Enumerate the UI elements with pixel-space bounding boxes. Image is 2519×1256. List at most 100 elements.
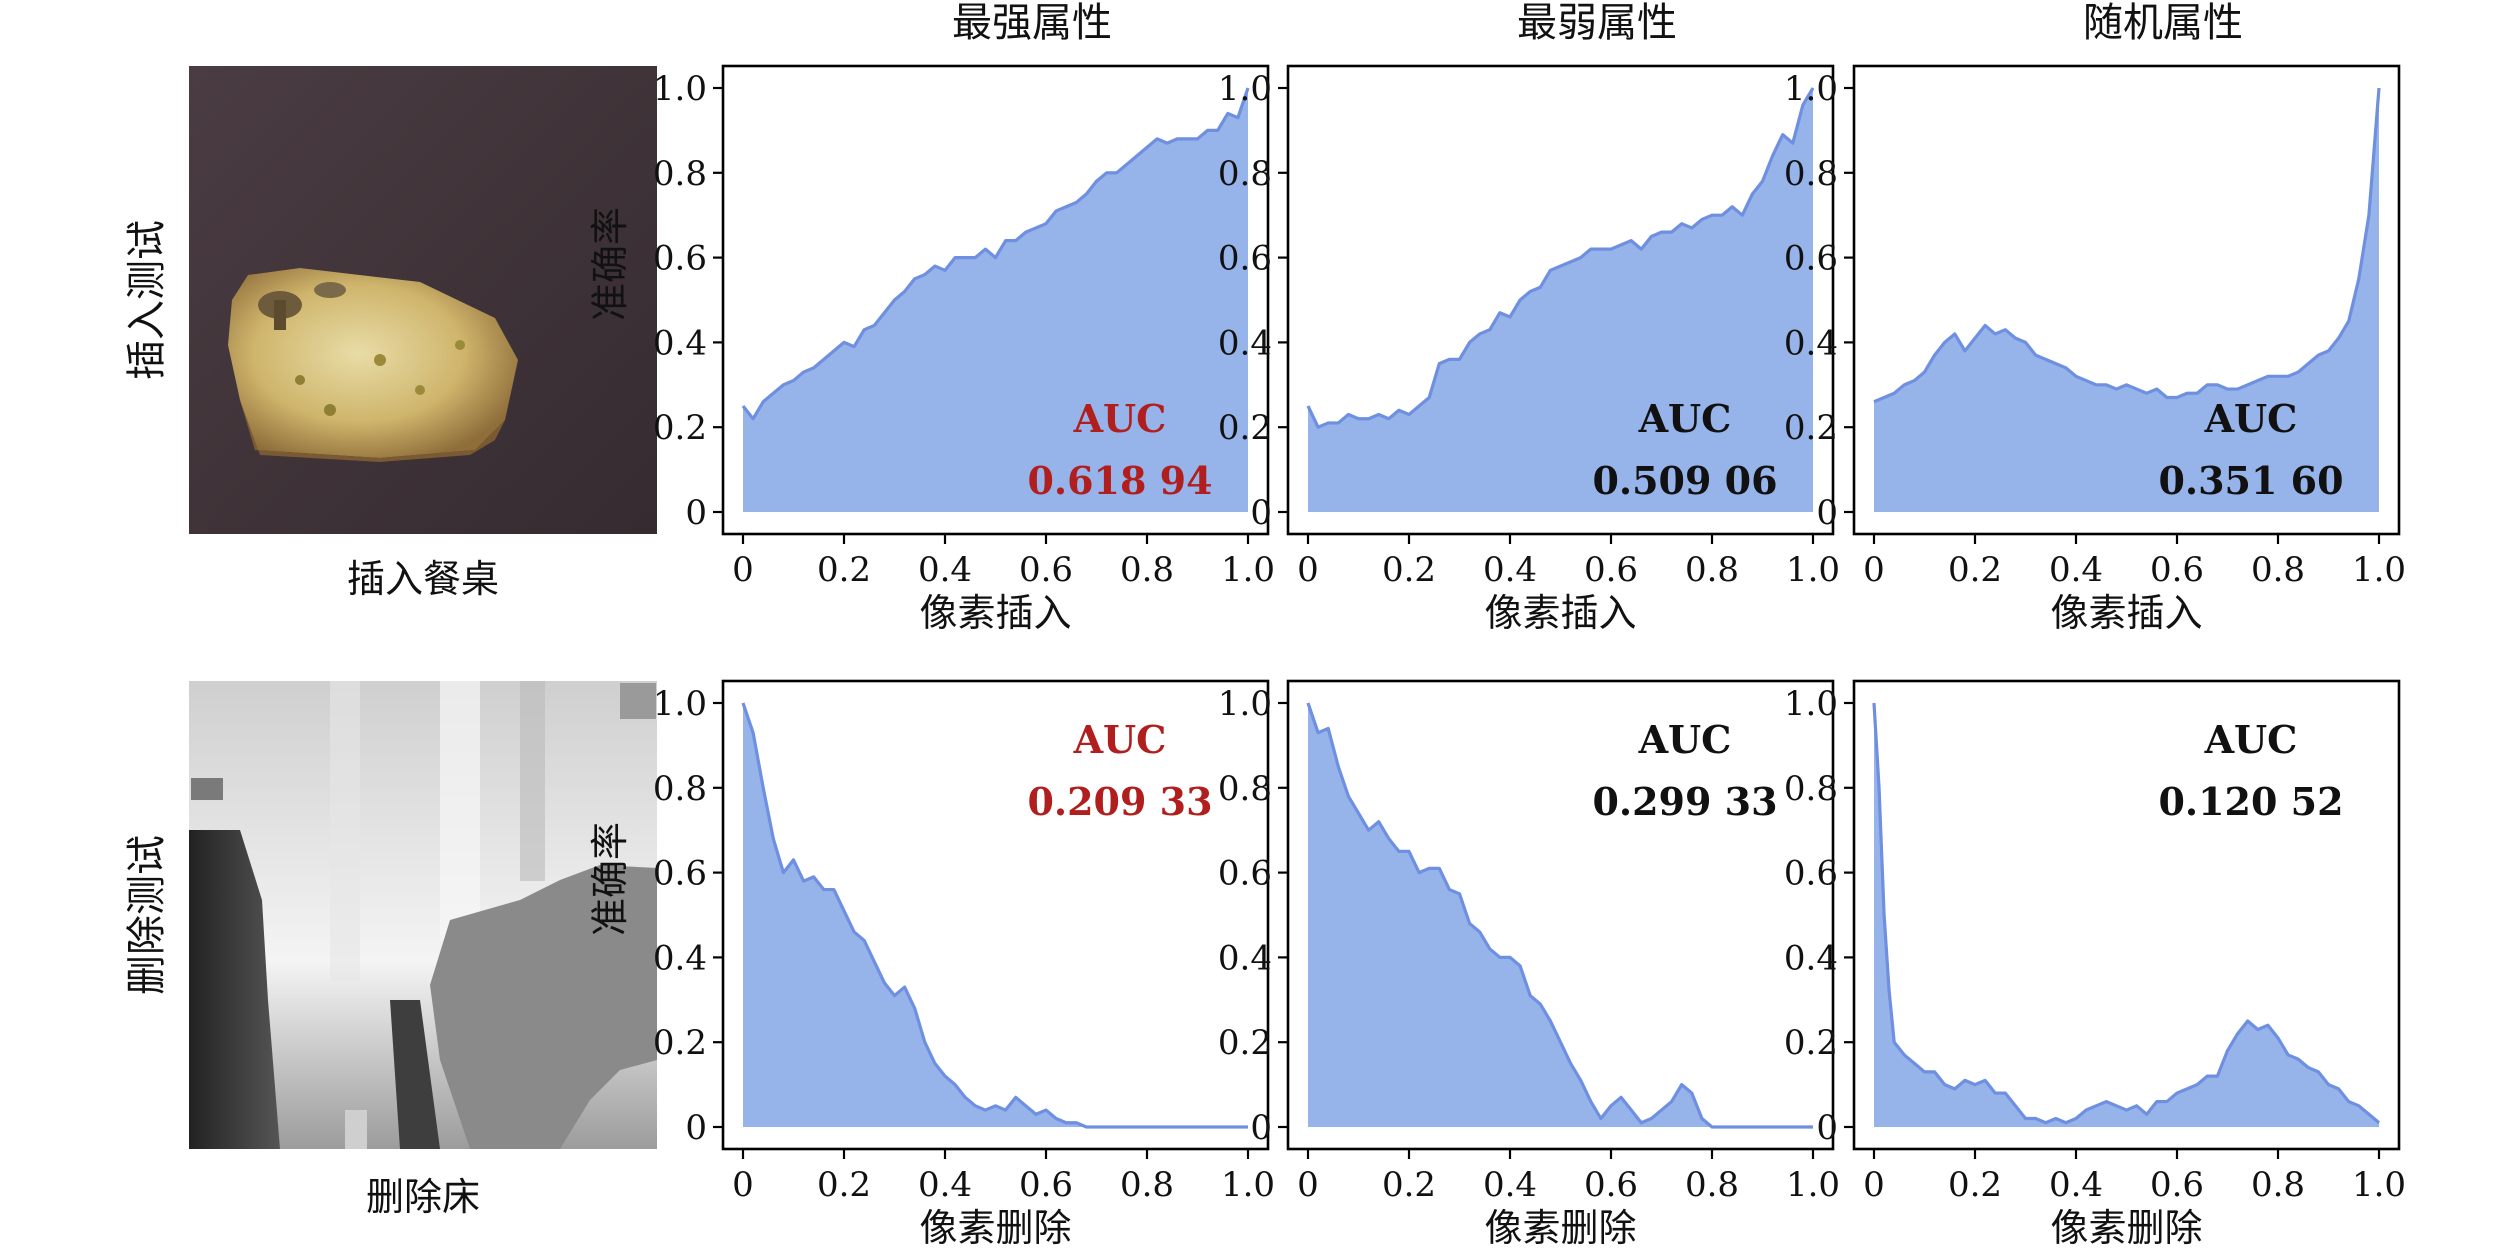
accuracy-curve: [1306, 87, 1815, 429]
y-tick-label: 0.8: [653, 769, 707, 809]
x-tick-label: 0.2: [1948, 550, 2002, 590]
x-tick-label: 0.2: [817, 550, 871, 590]
x-tick-label: 1.0: [1786, 1165, 1840, 1205]
auc-value: 0.509 06: [1592, 458, 1777, 503]
auc-title: AUC: [2204, 396, 2298, 441]
x-axis-label: 像素插入: [2050, 591, 2202, 635]
bed-depth-image: [189, 681, 657, 1149]
x-tick-label: 0: [1297, 550, 1319, 590]
x-tick-label: 0.6: [1019, 1165, 1073, 1205]
y-tick-label: 0.8: [1218, 769, 1272, 809]
axes-frame: [1852, 679, 2401, 1151]
x-tick-label: 0.4: [918, 550, 972, 590]
y-tick-label: 0.8: [1784, 769, 1838, 809]
accuracy-area: [1308, 88, 1813, 512]
x-tick-label: 0.8: [1120, 550, 1174, 590]
x-axis-label: 像素删除: [2050, 1206, 2202, 1250]
y-tick-label: 0: [685, 1108, 707, 1148]
x-tick-label: 1.0: [2352, 1165, 2406, 1205]
x-axis-label: 像素插入: [1484, 591, 1636, 635]
axes-frame: [1286, 679, 1835, 1151]
y-axis-label: 准确率: [588, 207, 632, 321]
y-tick-label: 0.4: [653, 323, 707, 363]
dining-table-image: [189, 66, 657, 534]
accuracy-curve: [1873, 87, 2381, 404]
y-tick-label: 0: [1816, 493, 1838, 533]
y-tick-label: 1.0: [653, 69, 707, 109]
auc-value: 0.120 52: [2158, 779, 2343, 824]
x-tick-label: 1.0: [1786, 550, 1840, 590]
axes-frame: [721, 64, 1270, 536]
y-tick-label: 1.0: [1218, 69, 1272, 109]
y-tick-label: 0.6: [1218, 239, 1272, 279]
accuracy-curve: [1306, 702, 1813, 1129]
accuracy-curve: [741, 87, 1250, 421]
y-tick-label: 0.2: [1218, 1023, 1272, 1063]
y-tick-label: 0.6: [1218, 854, 1272, 894]
x-tick-label: 0: [1863, 550, 1885, 590]
x-axis-label: 像素删除: [1484, 1206, 1636, 1250]
row-title-insertion: 插入测试: [124, 220, 170, 380]
accuracy-curve: [741, 702, 1248, 1129]
y-tick-label: 0.2: [1784, 1023, 1838, 1063]
x-tick-label: 0: [732, 550, 754, 590]
x-tick-label: 0.6: [1019, 550, 1073, 590]
y-tick-label: 0.4: [1218, 938, 1272, 978]
y-tick-label: 0: [685, 493, 707, 533]
y-tick-label: 0.4: [1784, 323, 1838, 363]
column-title-random: 随机属性: [2083, 0, 2243, 46]
axes-frame: [1852, 64, 2401, 536]
chart-panel-r1-c0: 0 0.2 0.4 0.6 0.8 1.0 0 0.2 0.4 0.6 0.8 1.0 像素删除 准确率 A…: [588, 679, 1275, 1250]
x-tick-label: 0.4: [2049, 1165, 2103, 1205]
chart-panel-r1-c2: 0 0.2 0.4 0.6 0.8 1.0 0 0.2 0.4 0.6 0.8 1.0 像素删除 AUC 0…: [1784, 679, 2406, 1250]
y-tick-label: 0: [1816, 1108, 1838, 1148]
chart-panel-r0-c2: 0 0.2 0.4 0.6 0.8 1.0 0 0.2 0.4 0.6 0.8 1.0 像素插入 AUC 0…: [1784, 64, 2406, 635]
y-tick-label: 1.0: [1784, 69, 1838, 109]
y-tick-label: 0.6: [653, 239, 707, 279]
auc-title: AUC: [1073, 717, 1167, 762]
y-tick-label: 0.6: [1784, 854, 1838, 894]
x-tick-label: 0.4: [918, 1165, 972, 1205]
y-tick-label: 0: [1250, 1108, 1272, 1148]
y-tick-label: 0.2: [1784, 408, 1838, 448]
accuracy-area: [743, 703, 1248, 1127]
auc-title: AUC: [1638, 717, 1732, 762]
column-title-weakest: 最弱属性: [1517, 0, 1677, 46]
x-tick-label: 0.6: [1584, 550, 1638, 590]
x-tick-label: 0.8: [2251, 550, 2305, 590]
x-axis-label: 像素删除: [919, 1206, 1071, 1250]
x-tick-label: 0: [1863, 1165, 1885, 1205]
x-tick-label: 0.2: [1948, 1165, 2002, 1205]
x-tick-label: 0.8: [1685, 550, 1739, 590]
y-tick-label: 0.2: [1218, 408, 1272, 448]
accuracy-area: [1308, 703, 1813, 1127]
x-tick-label: 0.8: [2251, 1165, 2305, 1205]
y-tick-label: 1.0: [653, 684, 707, 724]
auc-value: 0.209 33: [1027, 779, 1212, 824]
y-tick-label: 0.2: [653, 408, 707, 448]
row-title-deletion: 删除测试: [124, 835, 170, 995]
insertion-image-caption: 插入餐桌: [347, 557, 499, 601]
y-tick-label: 0.4: [1218, 323, 1272, 363]
x-tick-label: 0.4: [1483, 1165, 1537, 1205]
axes-frame: [1286, 64, 1835, 536]
x-tick-label: 0.2: [817, 1165, 871, 1205]
column-title-strongest: 最强属性: [952, 0, 1112, 46]
y-tick-label: 0.4: [653, 938, 707, 978]
y-tick-label: 0.2: [653, 1023, 707, 1063]
deletion-image-caption: 删除床: [366, 1175, 480, 1219]
x-tick-label: 1.0: [1221, 1165, 1275, 1205]
x-tick-label: 0: [732, 1165, 754, 1205]
y-tick-label: 1.0: [1784, 684, 1838, 724]
x-tick-label: 0: [1297, 1165, 1319, 1205]
x-tick-label: 1.0: [1221, 550, 1275, 590]
x-axis-label: 像素插入: [919, 591, 1071, 635]
y-tick-label: 0.6: [653, 854, 707, 894]
auc-title: AUC: [2204, 717, 2298, 762]
auc-value: 0.618 94: [1027, 458, 1212, 503]
y-tick-label: 0.4: [1784, 938, 1838, 978]
accuracy-area: [743, 88, 1248, 512]
x-tick-label: 0.6: [2150, 550, 2204, 590]
y-tick-label: 0: [1250, 493, 1272, 533]
